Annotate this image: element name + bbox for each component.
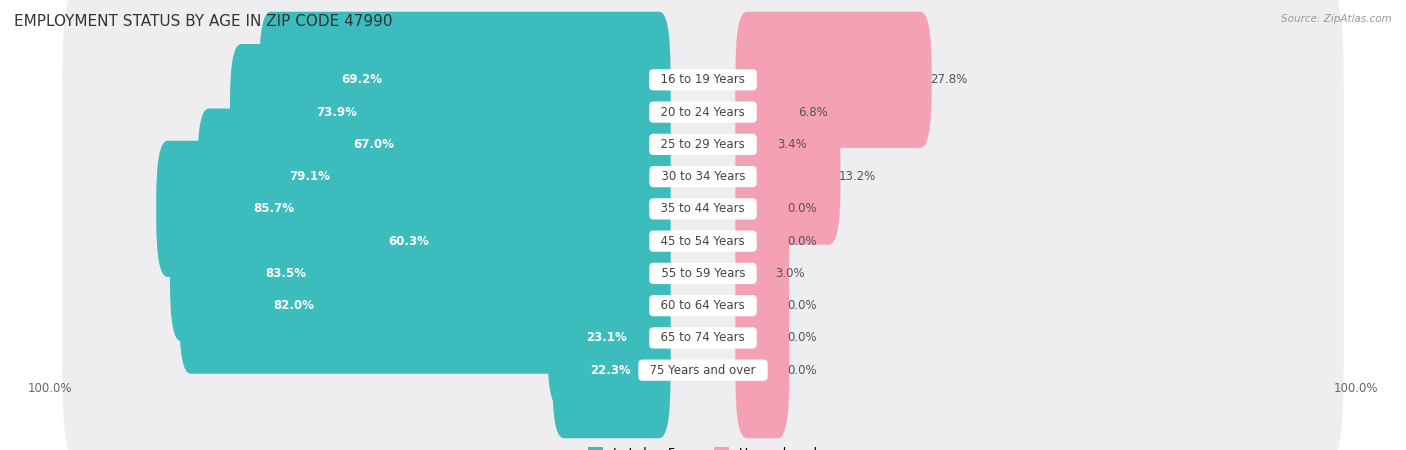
FancyBboxPatch shape [735, 76, 779, 212]
FancyBboxPatch shape [735, 173, 789, 309]
Text: 0.0%: 0.0% [787, 364, 817, 377]
FancyBboxPatch shape [62, 84, 1344, 269]
FancyBboxPatch shape [735, 108, 841, 245]
FancyBboxPatch shape [156, 141, 671, 277]
Text: 20 to 24 Years: 20 to 24 Years [654, 106, 752, 119]
FancyBboxPatch shape [735, 302, 789, 438]
FancyBboxPatch shape [170, 205, 671, 342]
Text: 45 to 54 Years: 45 to 54 Years [654, 234, 752, 248]
FancyBboxPatch shape [62, 181, 1344, 366]
Text: 60.3%: 60.3% [388, 234, 429, 248]
FancyBboxPatch shape [547, 270, 671, 406]
Text: 22.3%: 22.3% [591, 364, 631, 377]
Text: 25 to 29 Years: 25 to 29 Years [654, 138, 752, 151]
FancyBboxPatch shape [62, 116, 1344, 302]
Text: Source: ZipAtlas.com: Source: ZipAtlas.com [1281, 14, 1392, 23]
Text: 0.0%: 0.0% [787, 202, 817, 216]
Text: 85.7%: 85.7% [253, 202, 295, 216]
FancyBboxPatch shape [315, 173, 671, 309]
FancyBboxPatch shape [553, 302, 671, 438]
Text: 23.1%: 23.1% [586, 331, 627, 344]
Text: 60 to 64 Years: 60 to 64 Years [654, 299, 752, 312]
FancyBboxPatch shape [231, 44, 671, 180]
FancyBboxPatch shape [62, 52, 1344, 237]
Text: 65 to 74 Years: 65 to 74 Years [654, 331, 752, 344]
Text: 79.1%: 79.1% [288, 170, 329, 183]
FancyBboxPatch shape [273, 76, 671, 212]
Text: 73.9%: 73.9% [316, 106, 357, 119]
Text: 100.0%: 100.0% [1333, 382, 1378, 396]
Text: 75 Years and over: 75 Years and over [643, 364, 763, 377]
Text: 0.0%: 0.0% [787, 299, 817, 312]
Legend: In Labor Force, Unemployed: In Labor Force, Unemployed [583, 442, 823, 450]
Text: 6.8%: 6.8% [799, 106, 828, 119]
FancyBboxPatch shape [735, 270, 789, 406]
Text: 55 to 59 Years: 55 to 59 Years [654, 267, 752, 280]
Text: 3.4%: 3.4% [778, 138, 807, 151]
Text: 0.0%: 0.0% [787, 331, 817, 344]
Text: 13.2%: 13.2% [838, 170, 876, 183]
Text: 16 to 19 Years: 16 to 19 Years [654, 73, 752, 86]
FancyBboxPatch shape [735, 205, 776, 342]
Text: 100.0%: 100.0% [28, 382, 73, 396]
Text: 69.2%: 69.2% [342, 73, 382, 86]
FancyBboxPatch shape [259, 12, 671, 148]
FancyBboxPatch shape [62, 213, 1344, 398]
FancyBboxPatch shape [180, 238, 671, 374]
FancyBboxPatch shape [62, 245, 1344, 431]
FancyBboxPatch shape [62, 278, 1344, 450]
FancyBboxPatch shape [197, 108, 671, 245]
Text: 27.8%: 27.8% [929, 73, 967, 86]
Text: 35 to 44 Years: 35 to 44 Years [654, 202, 752, 216]
Text: 83.5%: 83.5% [266, 267, 307, 280]
Text: 30 to 34 Years: 30 to 34 Years [654, 170, 752, 183]
FancyBboxPatch shape [735, 12, 932, 148]
FancyBboxPatch shape [62, 0, 1344, 172]
Text: 3.0%: 3.0% [775, 267, 804, 280]
FancyBboxPatch shape [62, 148, 1344, 334]
FancyBboxPatch shape [62, 19, 1344, 205]
FancyBboxPatch shape [735, 238, 789, 374]
Text: 0.0%: 0.0% [787, 234, 817, 248]
Text: 67.0%: 67.0% [353, 138, 394, 151]
FancyBboxPatch shape [735, 44, 800, 180]
Text: 82.0%: 82.0% [273, 299, 315, 312]
Text: EMPLOYMENT STATUS BY AGE IN ZIP CODE 47990: EMPLOYMENT STATUS BY AGE IN ZIP CODE 479… [14, 14, 392, 28]
FancyBboxPatch shape [735, 141, 789, 277]
